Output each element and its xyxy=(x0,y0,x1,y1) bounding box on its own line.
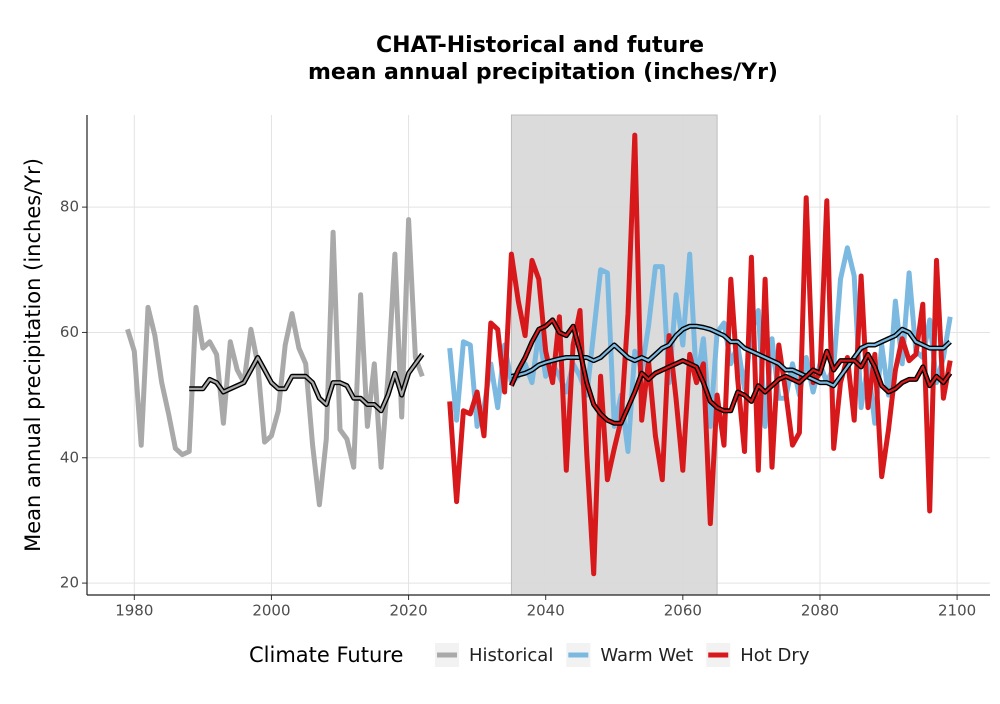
x-tick-label: 2020 xyxy=(389,602,427,620)
y-tick-label: 20 xyxy=(60,574,79,592)
legend-label: Warm Wet xyxy=(600,645,693,666)
y-tick-label: 40 xyxy=(60,448,79,466)
x-tick-label: 1980 xyxy=(115,602,153,620)
trend-line xyxy=(510,318,952,425)
x-tick-label: 2100 xyxy=(938,602,976,620)
data-line xyxy=(125,217,425,508)
legend-label: Hot Dry xyxy=(740,645,810,666)
x-tick-label: 2040 xyxy=(527,602,565,620)
y-axis-title: Mean annual precipitation (inches/Yr) xyxy=(21,158,45,552)
legend-title: Climate Future xyxy=(249,643,403,667)
x-tick-label: 2060 xyxy=(664,602,702,620)
trend-line xyxy=(189,353,424,412)
chart-title: CHAT-Historical and future xyxy=(376,33,704,58)
y-tick-label: 60 xyxy=(60,323,79,341)
x-tick-label: 2080 xyxy=(801,602,839,620)
x-tick-label: 2000 xyxy=(252,602,290,620)
chart-title: mean annual precipitation (inches/Yr) xyxy=(308,60,778,85)
y-tick-label: 80 xyxy=(60,198,79,216)
trend-line xyxy=(511,325,951,387)
legend-label: Historical xyxy=(469,645,553,666)
